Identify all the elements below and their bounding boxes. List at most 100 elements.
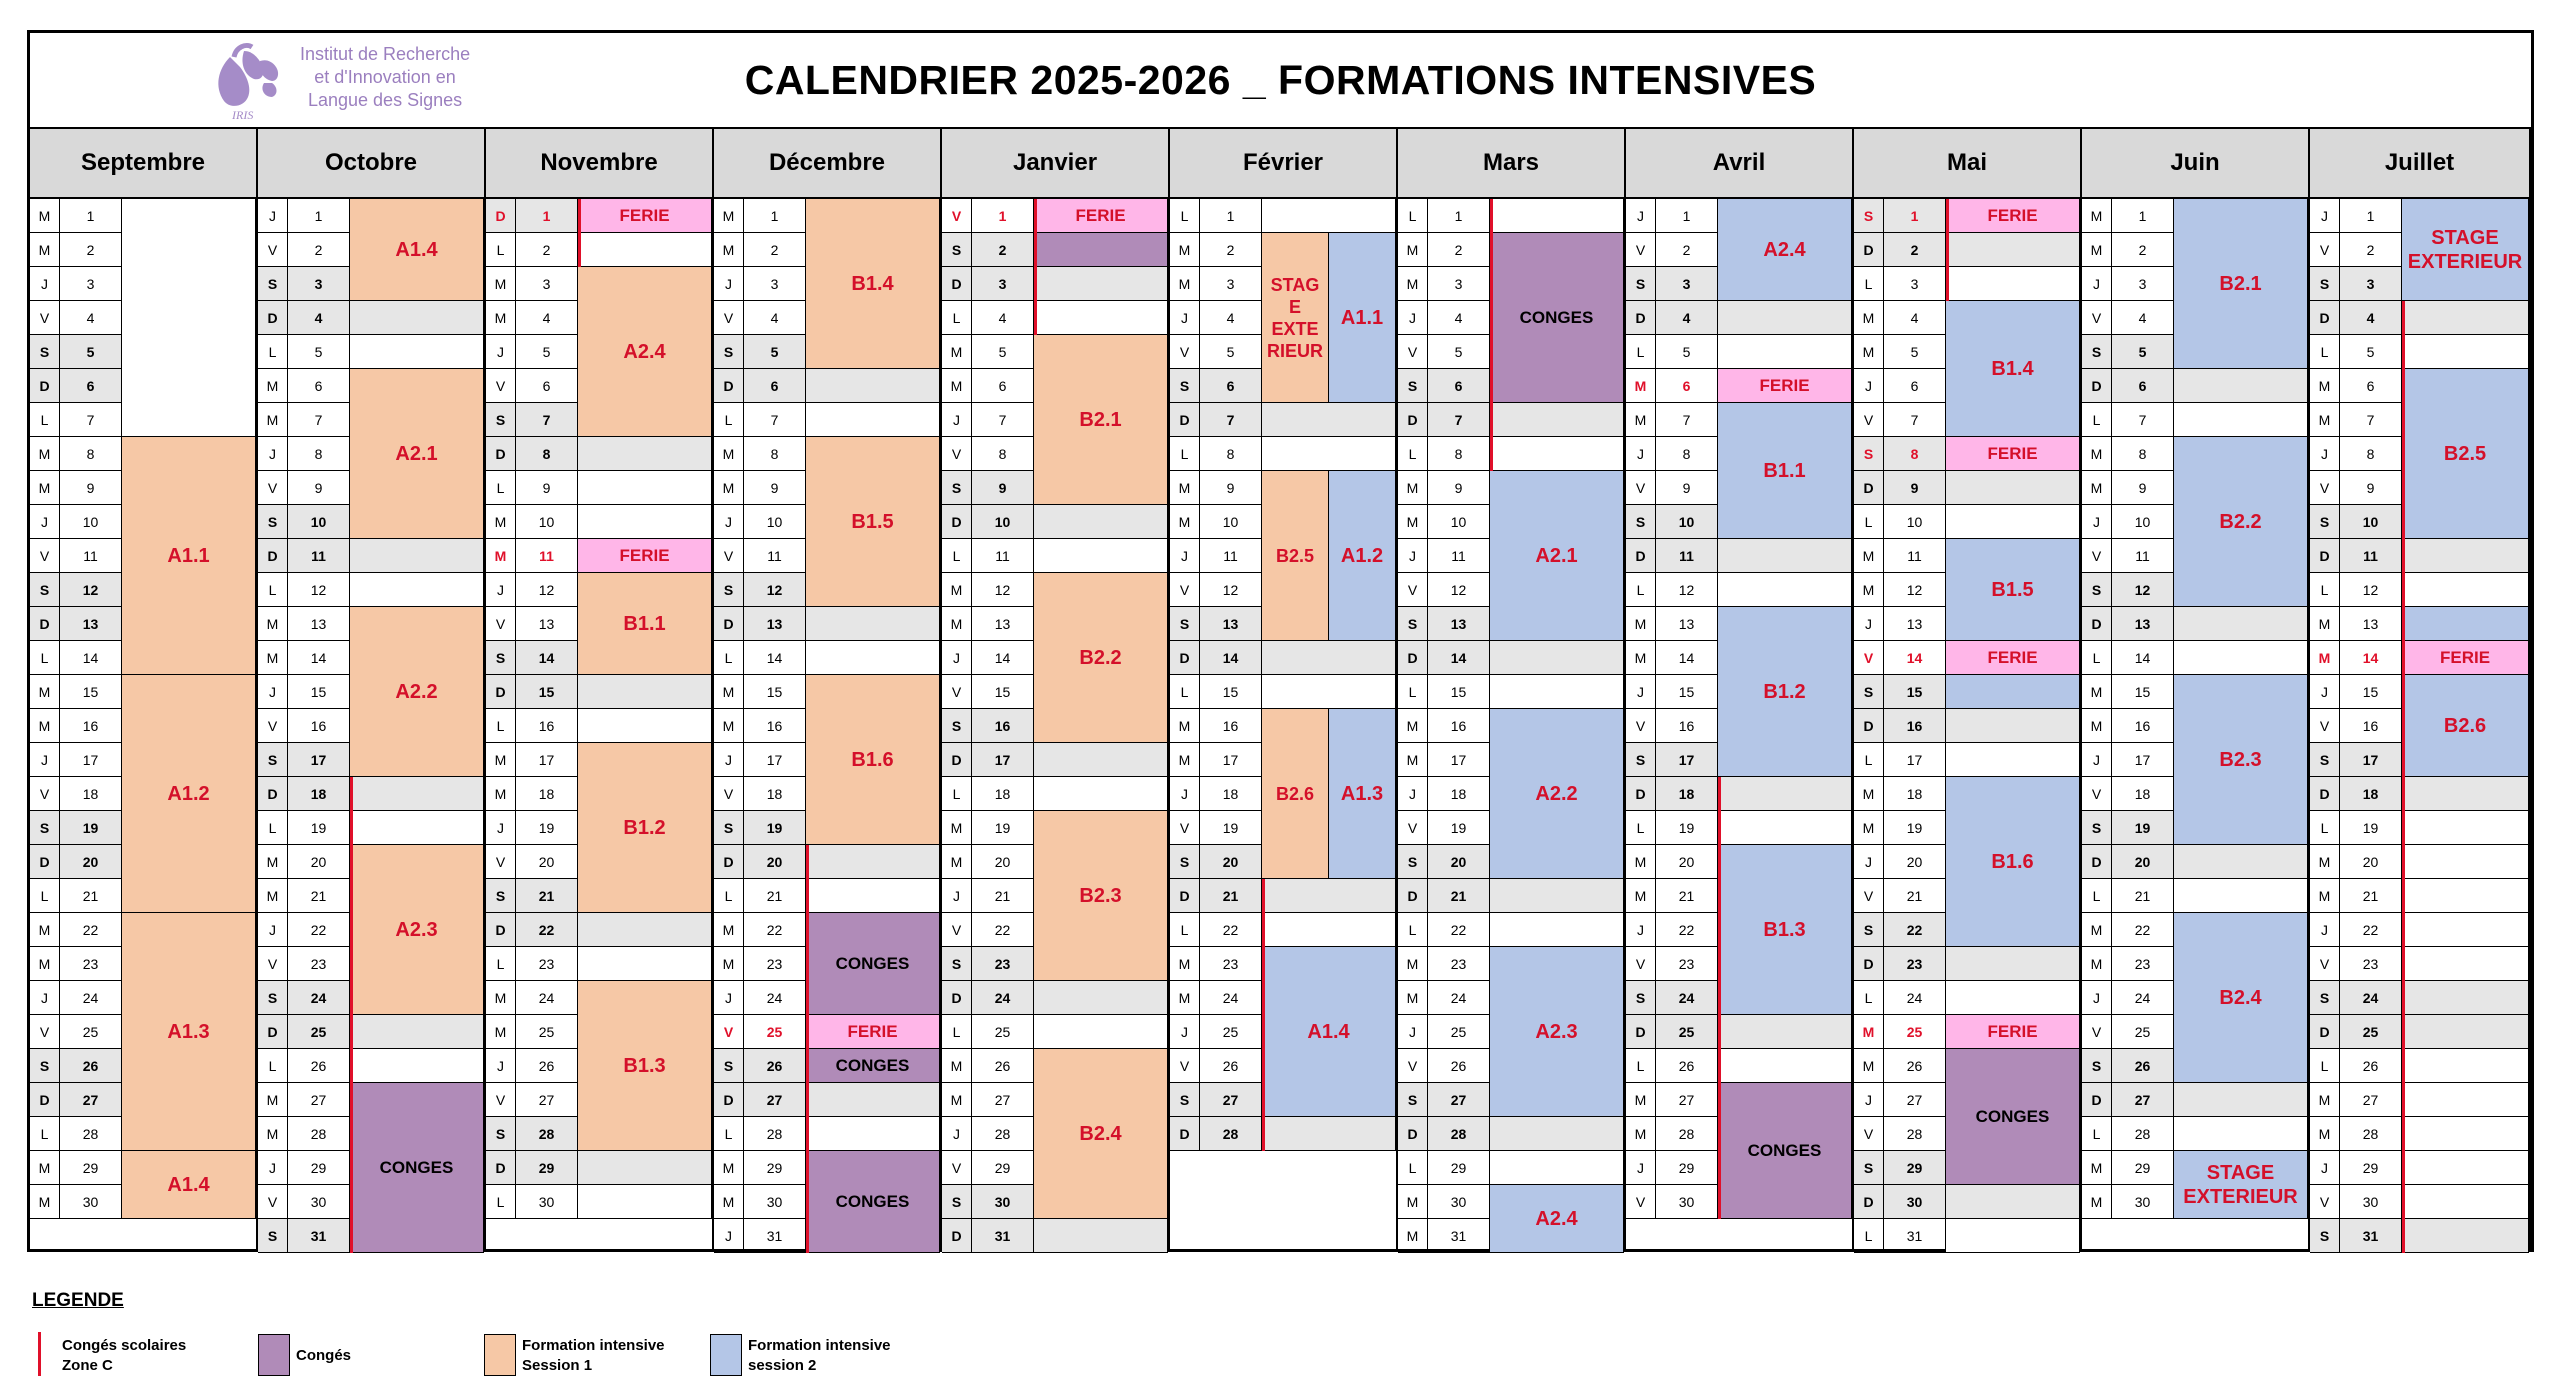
day-letter: V [942, 199, 972, 233]
day-letter: V [30, 301, 60, 335]
day-number: 2 [1200, 233, 1262, 267]
day-letter: S [1854, 1151, 1884, 1185]
day-number: 3 [288, 267, 350, 301]
day-number: 24 [2340, 981, 2402, 1015]
formation-block: A1.1 [1329, 233, 1396, 403]
day-number: 21 [1884, 879, 1946, 913]
formation-block: B1.6 [806, 675, 940, 845]
day-letter: M [2082, 675, 2112, 709]
day-letter: S [1398, 845, 1428, 879]
day-number: 6 [2112, 369, 2174, 403]
day-number: 10 [1428, 505, 1490, 539]
day-number: 20 [1884, 845, 1946, 879]
day-number: 17 [516, 743, 578, 777]
day-letter: M [1854, 1049, 1884, 1083]
day-letter: J [1170, 777, 1200, 811]
day-letter: V [486, 607, 516, 641]
formation-block: A1.3 [1329, 709, 1396, 879]
day-letter: M [1398, 1185, 1428, 1219]
legend-session1-swatch [484, 1334, 516, 1376]
empty-slot [1946, 743, 2080, 777]
day-letter: L [258, 335, 288, 369]
month-header: Juillet [2310, 129, 2531, 199]
empty-slot [1718, 301, 1852, 335]
day-number: 18 [972, 777, 1034, 811]
day-letter: D [1398, 641, 1428, 675]
empty-slot [2402, 1015, 2529, 1049]
day-number: 14 [2340, 641, 2402, 675]
empty-slot [578, 947, 712, 981]
day-letter: L [942, 1015, 972, 1049]
day-number: 19 [1656, 811, 1718, 845]
day-letter: L [1398, 913, 1428, 947]
day-number: 20 [1200, 845, 1262, 879]
day-letter: L [258, 573, 288, 607]
day-number: 21 [288, 879, 350, 913]
day-letter: M [1854, 811, 1884, 845]
day-number: 14 [1428, 641, 1490, 675]
empty-slot [2402, 947, 2529, 981]
day-number: 28 [516, 1117, 578, 1151]
day-letter: L [1398, 1151, 1428, 1185]
day-number: 1 [2340, 199, 2402, 233]
day-letter: V [1170, 335, 1200, 369]
empty-slot [350, 335, 484, 369]
day-letter: D [486, 1151, 516, 1185]
empty-slot [806, 607, 940, 641]
day-letter: M [1854, 777, 1884, 811]
day-number: 13 [1200, 607, 1262, 641]
day-number: 26 [2340, 1049, 2402, 1083]
day-number: 27 [744, 1083, 806, 1117]
day-letter: L [486, 471, 516, 505]
day-letter: M [486, 505, 516, 539]
day-number: 22 [1200, 913, 1262, 947]
day-number: 26 [972, 1049, 1034, 1083]
day-letter: D [714, 1083, 744, 1117]
day-letter: V [258, 947, 288, 981]
day-number: 21 [1656, 879, 1718, 913]
day-letter: S [258, 1219, 288, 1253]
day-number: 10 [60, 505, 122, 539]
day-letter: J [258, 1151, 288, 1185]
day-letter: J [1398, 1015, 1428, 1049]
day-letter: J [2082, 981, 2112, 1015]
day-letter: V [30, 777, 60, 811]
conges-block: CONGES [806, 913, 940, 1015]
day-number: 30 [1656, 1185, 1718, 1219]
day-number: 16 [60, 709, 122, 743]
day-number: 3 [60, 267, 122, 301]
day-letter: L [1170, 437, 1200, 471]
empty-slot [2174, 369, 2308, 403]
day-letter: M [30, 709, 60, 743]
day-letter: J [1170, 301, 1200, 335]
day-letter: D [1398, 1117, 1428, 1151]
day-number: 23 [972, 947, 1034, 981]
day-letter: D [1170, 879, 1200, 913]
day-letter: L [258, 811, 288, 845]
day-letter: M [714, 947, 744, 981]
day-number: 18 [1656, 777, 1718, 811]
day-letter: M [714, 199, 744, 233]
formation-block: B2.6 [2402, 675, 2529, 777]
day-number: 12 [1428, 573, 1490, 607]
day-letter: J [2310, 1151, 2340, 1185]
day-letter: J [1398, 301, 1428, 335]
day-letter: J [1398, 777, 1428, 811]
empty-slot [1034, 777, 1168, 811]
day-letter: L [714, 403, 744, 437]
day-number: 23 [288, 947, 350, 981]
day-number: 26 [516, 1049, 578, 1083]
day-number: 31 [1428, 1219, 1490, 1253]
ferie-block: FERIE [1946, 1015, 2080, 1049]
day-number: 15 [516, 675, 578, 709]
day-letter: M [1626, 641, 1656, 675]
day-number: 10 [2340, 505, 2402, 539]
day-number: 3 [2340, 267, 2402, 301]
day-letter: M [942, 369, 972, 403]
day-letter: V [1170, 573, 1200, 607]
day-number: 7 [516, 403, 578, 437]
day-letter: M [1398, 743, 1428, 777]
conges-block: CONGES [1946, 1049, 2080, 1185]
day-number: 8 [1656, 437, 1718, 471]
day-number: 24 [60, 981, 122, 1015]
